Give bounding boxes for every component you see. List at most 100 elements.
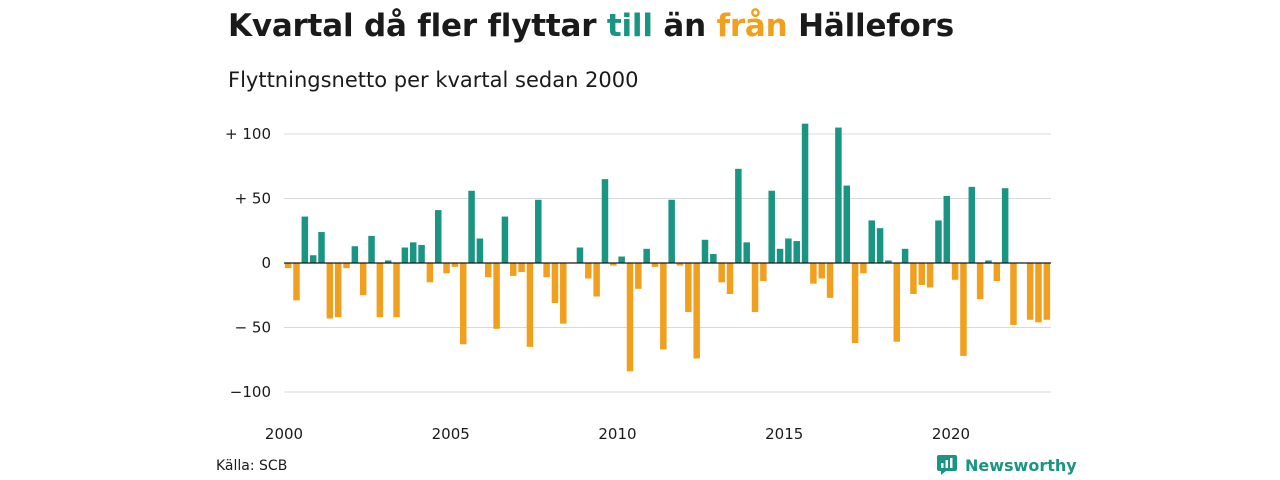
- bar-negative: [693, 263, 700, 359]
- bar-positive: [835, 127, 842, 263]
- y-tick-label: + 50: [235, 190, 271, 208]
- bar-negative: [685, 263, 692, 313]
- bar-positive: [384, 260, 392, 263]
- bar-positive: [601, 179, 609, 263]
- bar-positive: [793, 241, 800, 263]
- bar-negative: [626, 263, 634, 372]
- bar-positive: [535, 199, 542, 263]
- y-tick-label: 0: [261, 254, 271, 272]
- title-part1: Kvartal då fler flyttar: [228, 8, 607, 44]
- bar-positive: [318, 232, 325, 263]
- chart-subtitle: Flyttningsnetto per kvartal sedan 2000: [228, 68, 639, 92]
- bar-positive: [985, 260, 992, 263]
- bar-positive: [876, 228, 884, 263]
- title-part3: Hällefors: [787, 8, 954, 44]
- bar-positive: [885, 260, 892, 263]
- bar-positive: [1001, 188, 1009, 263]
- bar-positive: [401, 247, 409, 263]
- bar-positive: [618, 256, 625, 263]
- bar-negative: [726, 263, 734, 294]
- bar-negative: [293, 263, 300, 301]
- bar-positive: [968, 186, 976, 263]
- bar-negative: [993, 263, 1001, 282]
- bar-negative: [459, 263, 467, 345]
- bar-negative: [426, 263, 434, 283]
- bar-negative: [610, 263, 617, 266]
- bar-negative: [660, 263, 667, 350]
- bar-negative: [826, 263, 834, 298]
- bar-positive: [743, 242, 750, 263]
- x-tick-label: 2015: [765, 425, 803, 443]
- bar-positive: [468, 190, 475, 263]
- bar-positive: [735, 168, 742, 263]
- bar-negative: [543, 263, 550, 278]
- bar-negative: [910, 263, 917, 294]
- bar-negative: [893, 263, 901, 342]
- bar-negative: [551, 263, 559, 303]
- bar-positive: [943, 195, 951, 263]
- bar-negative: [651, 263, 659, 267]
- bar-positive: [801, 123, 809, 264]
- bar-negative: [976, 263, 984, 300]
- bar-positive: [785, 238, 792, 263]
- bar-negative: [376, 263, 384, 318]
- bar-positive: [935, 220, 942, 263]
- gridlines: [284, 133, 1051, 393]
- bar-negative: [676, 263, 684, 266]
- bar-positive: [501, 216, 509, 263]
- bar-negative: [593, 263, 600, 297]
- bar-positive: [368, 235, 375, 263]
- y-axis-ticks: + 100 + 50 0 − 50 −100: [225, 125, 271, 401]
- bar-positive: [643, 248, 650, 263]
- bar-negative: [585, 263, 592, 279]
- bar-negative: [334, 263, 342, 318]
- source-label: Källa: SCB: [216, 458, 288, 474]
- bar-negative: [510, 263, 517, 276]
- bar-negative: [560, 263, 567, 324]
- bar-negative: [343, 263, 350, 269]
- bar-positive: [476, 238, 484, 263]
- bar-negative: [851, 263, 859, 343]
- bar-positive: [901, 248, 909, 263]
- bar-positive: [843, 185, 850, 263]
- bar-negative: [818, 263, 825, 279]
- bar-positive: [409, 242, 417, 263]
- bar-negative: [760, 263, 767, 282]
- y-tick-label: −100: [230, 383, 271, 401]
- y-tick-label: − 50: [235, 319, 271, 337]
- bar-negative: [359, 263, 367, 296]
- title-out-word: från: [716, 8, 788, 44]
- bar-positive: [576, 247, 584, 263]
- brand-name: Newsworthy: [965, 455, 1077, 475]
- bar-positive: [868, 220, 875, 263]
- newsworthy-icon: [937, 455, 957, 475]
- bar-negative: [635, 263, 642, 289]
- bar-positive: [351, 246, 359, 263]
- bars: [284, 123, 1051, 372]
- chart-title: Kvartal då fler flyttar till än från Häl…: [228, 8, 954, 44]
- bar-positive: [776, 248, 784, 263]
- bar-positive: [418, 244, 425, 263]
- x-tick-label: 2000: [265, 425, 303, 443]
- bar-positive: [668, 199, 675, 263]
- bar-negative: [1010, 263, 1017, 325]
- bar-negative: [751, 263, 759, 313]
- brand-logo: Newsworthy: [937, 455, 1077, 475]
- bar-positive: [768, 190, 775, 263]
- bar-positive: [701, 239, 709, 263]
- bar-negative: [960, 263, 967, 356]
- bar-positive: [309, 255, 317, 263]
- x-axis-ticks: 2000 2005 2010 2015 2020: [265, 425, 970, 443]
- bar-negative: [810, 263, 817, 284]
- bar-negative: [451, 263, 459, 267]
- bar-positive: [434, 210, 442, 263]
- bar-negative: [493, 263, 500, 329]
- title-in-word: till: [606, 8, 653, 44]
- bar-negative: [1026, 263, 1034, 320]
- y-tick-label: + 100: [225, 125, 271, 143]
- bar-negative: [393, 263, 400, 318]
- x-tick-label: 2005: [432, 425, 470, 443]
- bar-negative: [718, 263, 725, 283]
- bar-positive: [710, 253, 717, 263]
